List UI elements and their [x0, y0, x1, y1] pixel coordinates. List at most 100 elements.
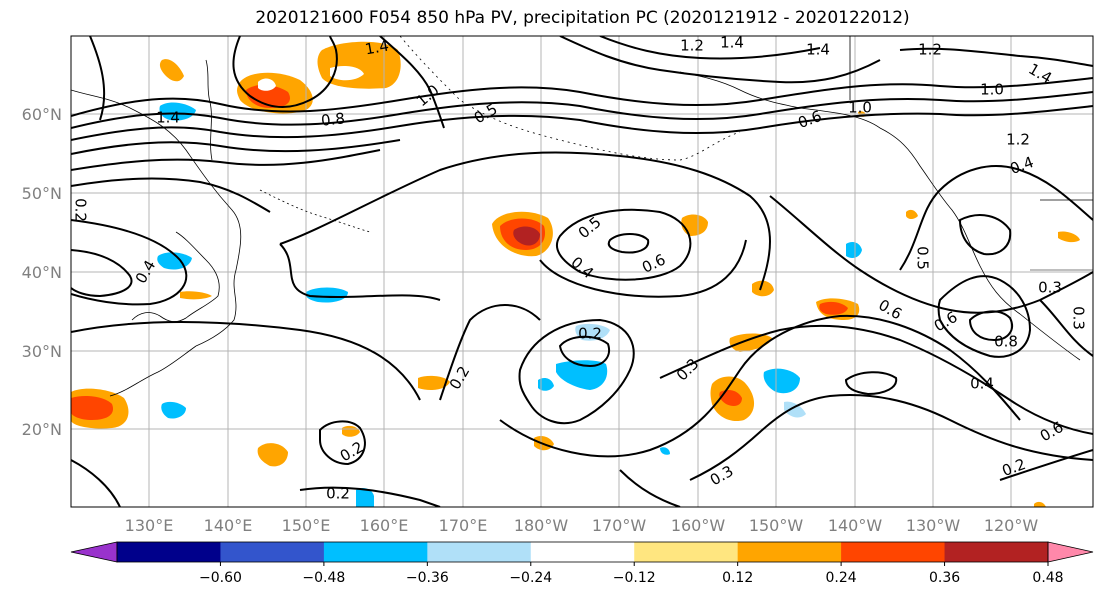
- pv-contour: [379, 36, 445, 129]
- contour-label: 0.3: [1070, 306, 1088, 330]
- colorbar-segment: [220, 542, 325, 562]
- pv-contour: [71, 105, 1093, 141]
- colorbar-segment: [323, 542, 428, 562]
- map-frame: [70, 35, 1094, 508]
- map-title: 2020121600 F054 850 hPa PV, precipitatio…: [255, 8, 910, 28]
- pv-contour: [279, 243, 441, 301]
- longitude-label: 180°W: [514, 516, 569, 535]
- contour-label: 1.2: [918, 41, 942, 59]
- colorbar-tick-label: −0.24: [509, 570, 552, 586]
- shade-negative: [556, 360, 608, 390]
- pv-contour: [999, 449, 1093, 481]
- contour-label: 0.4: [970, 375, 994, 393]
- shade-negative: [161, 401, 186, 419]
- shade-positive: [159, 59, 184, 82]
- coastline-america: [879, 127, 1021, 315]
- colorbar-segment: [117, 542, 221, 562]
- latitude-label: 60°N: [22, 105, 62, 124]
- pv-contour: [518, 318, 635, 425]
- longitude-label: 170°E: [439, 516, 488, 535]
- pv-contour: [555, 208, 692, 281]
- latitude-axis: 60°N 50°N 40°N 30°N 20°N: [22, 105, 62, 439]
- colorbar-segment: [737, 542, 842, 562]
- shade-positive: [719, 390, 742, 406]
- colorbar-tick-label: 0.36: [929, 570, 960, 586]
- coastline-alaska: [679, 71, 881, 129]
- shade-positive: [1058, 231, 1080, 243]
- shade-neutral: [330, 66, 364, 81]
- longitude-label: 130°E: [125, 516, 174, 535]
- contour-label: 1.2: [680, 37, 704, 55]
- coastline-japan: [131, 312, 161, 321]
- colorbar-extend-max: [1047, 541, 1094, 563]
- colorbar-segment: [427, 542, 532, 562]
- latitude-label: 20°N: [22, 420, 62, 439]
- pv-contour: [607, 233, 650, 254]
- shade-positive: [729, 333, 772, 352]
- pv-contour: [71, 91, 1093, 129]
- pv-contour: [319, 420, 366, 466]
- pv-contour: [71, 177, 271, 213]
- colorbar-tick-label: 0.12: [722, 570, 753, 586]
- latitude-label: 40°N: [22, 263, 62, 282]
- longitude-label: 150°E: [282, 516, 331, 535]
- colorbar-extend-min: [70, 541, 118, 563]
- shade-positive: [752, 280, 774, 297]
- contour-label: 0.2: [72, 198, 90, 222]
- pv-contour: [71, 249, 133, 298]
- pv-contour: [499, 314, 1021, 458]
- pv-contour: [599, 36, 821, 60]
- colorbar: [70, 541, 1094, 563]
- latitude-label: 50°N: [22, 184, 62, 203]
- shade-positive: [71, 396, 114, 420]
- longitude-label: 170°W: [592, 516, 647, 535]
- pv-contour: [559, 36, 881, 84]
- pv-contour: [71, 77, 1093, 117]
- contour-label: 1.0: [980, 81, 1004, 99]
- pv-contour: [659, 324, 1093, 435]
- colorbar-tick-label: 0.48: [1032, 570, 1063, 586]
- longitude-label: 160°W: [671, 516, 726, 535]
- pv-contour: [958, 214, 1012, 256]
- colorbar-tick-label: −0.12: [613, 570, 656, 586]
- contour-label: 0.3: [1038, 279, 1062, 297]
- longitude-label: 120°W: [984, 516, 1039, 535]
- contour-label: 0.8: [320, 109, 346, 129]
- pv-contour: [439, 304, 541, 401]
- contour-label: 1.4: [806, 41, 830, 59]
- pv-contour: [899, 165, 1093, 271]
- contour-label: 1.4: [156, 109, 180, 127]
- colorbar-segment: [530, 542, 635, 562]
- shade-positive: [513, 226, 540, 246]
- coastlines: [71, 36, 1093, 397]
- pv-contours: [71, 36, 1093, 507]
- colorbar-segment: [944, 542, 1049, 562]
- colorbar-tick-label: −0.36: [406, 570, 449, 586]
- pv-contour: [769, 195, 1093, 314]
- contour-label: 1.4: [720, 34, 744, 52]
- shade-negative: [846, 242, 862, 258]
- shade-positive: [246, 84, 290, 108]
- shade-negative: [159, 102, 196, 121]
- contour-label: 0.5: [914, 246, 932, 270]
- longitude-label: 140°E: [204, 516, 253, 535]
- longitude-label: 130°W: [906, 516, 961, 535]
- contour-label: 1.4: [364, 37, 391, 59]
- pv-contour: [232, 36, 338, 109]
- pv-contour: [937, 275, 1032, 358]
- coastline-kurils: [259, 189, 371, 233]
- pv-contour: [71, 321, 421, 401]
- shade-neutral: [258, 78, 276, 91]
- pv-contour: [71, 459, 121, 507]
- pv-contour: [689, 394, 1093, 481]
- contour-label: 1.0: [848, 99, 872, 117]
- contour-label: 0.8: [994, 333, 1018, 351]
- colorbar-tick-label: −0.60: [199, 570, 242, 586]
- shade-negative: [784, 401, 806, 418]
- contour-label: 1.2: [1006, 131, 1030, 149]
- shade-positive: [819, 301, 848, 315]
- longitude-label: 150°W: [749, 516, 804, 535]
- longitude-label: 160°E: [360, 516, 409, 535]
- pv-contour: [539, 239, 747, 298]
